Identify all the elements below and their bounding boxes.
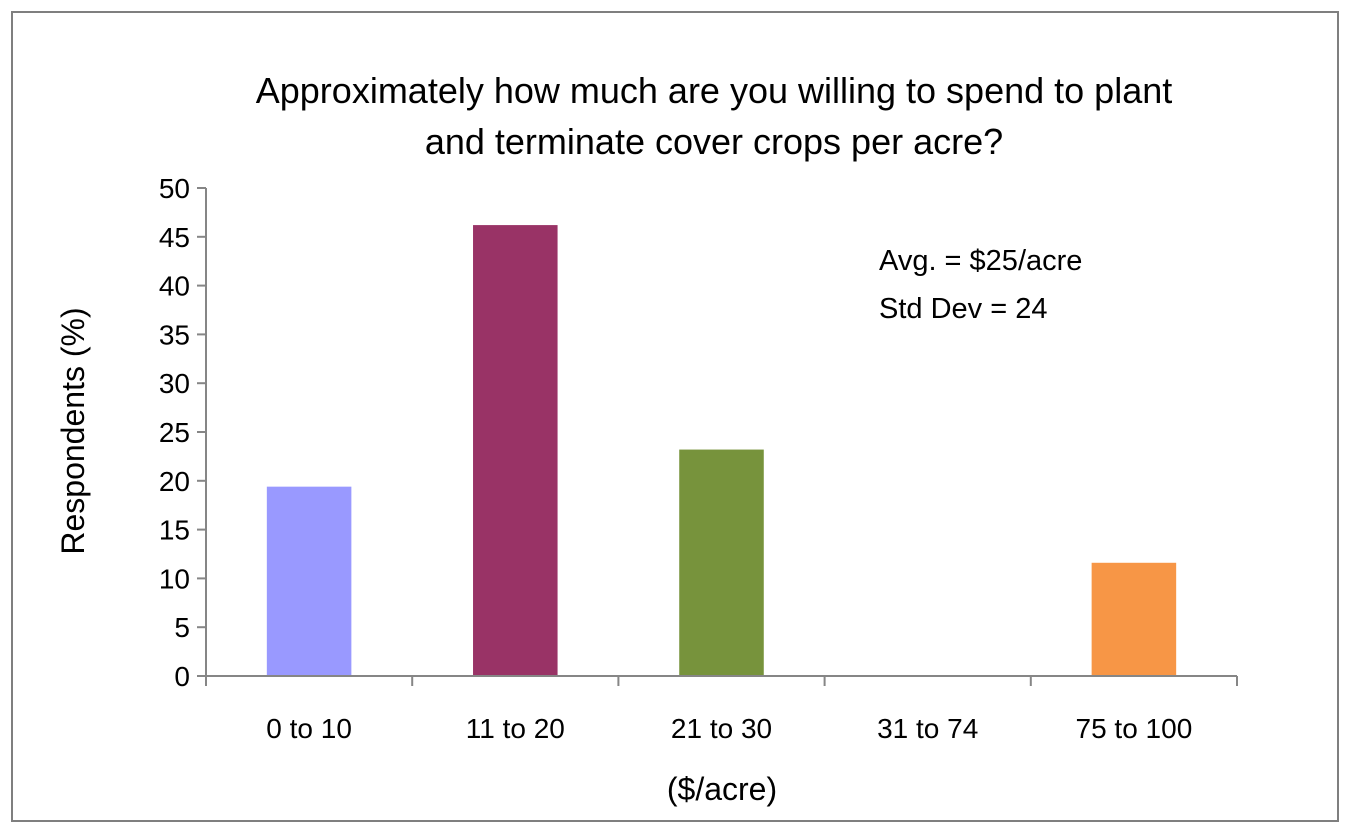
y-tick-label: 20 — [159, 466, 190, 497]
bar-11-to-20 — [473, 225, 558, 676]
x-tick-label: 0 to 10 — [266, 713, 352, 744]
y-tick-label: 5 — [174, 612, 190, 643]
x-tick-label: 75 to 100 — [1076, 713, 1193, 744]
average-annotation: Avg. = $25/acre — [879, 245, 1082, 277]
y-tick-label: 50 — [159, 173, 190, 204]
chart-frame — [11, 11, 1339, 822]
bar-75-to-100 — [1091, 562, 1177, 676]
y-tick-label: 25 — [159, 417, 190, 448]
chart-title-line-2: and terminate cover crops per acre? — [425, 121, 1003, 162]
y-tick-label: 15 — [159, 515, 190, 546]
chart-title-line-1: Approximately how much are you willing t… — [256, 70, 1173, 111]
y-tick-label: 35 — [159, 319, 190, 350]
x-axis-label: ($/acre) — [667, 771, 777, 807]
y-tick-label: 0 — [174, 661, 190, 692]
bar-21-to-30 — [679, 449, 764, 676]
y-tick-label: 40 — [159, 271, 190, 302]
x-tick-label: 21 to 30 — [671, 713, 772, 744]
x-tick-label: 31 to 74 — [877, 713, 978, 744]
y-tick-label: 30 — [159, 368, 190, 399]
y-tick-label: 45 — [159, 222, 190, 253]
x-tick-label: 11 to 20 — [466, 713, 565, 744]
y-axis-label: Respondents (%) — [55, 307, 91, 554]
std-dev-annotation: Std Dev = 24 — [879, 293, 1047, 325]
bar-0-to-10 — [266, 486, 352, 676]
y-tick-label: 10 — [159, 563, 190, 594]
